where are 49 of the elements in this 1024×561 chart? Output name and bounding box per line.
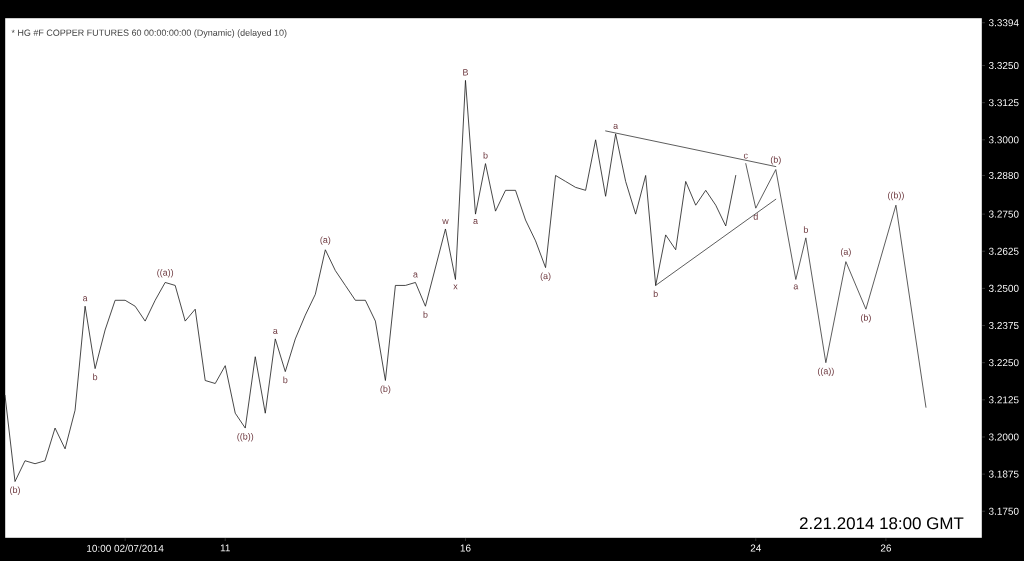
y-tick-label: 3.2250 xyxy=(988,359,1019,367)
x-tick-label: 11 xyxy=(220,544,230,552)
y-tick-label: 3.3250 xyxy=(988,62,1019,70)
data-label: (b) xyxy=(380,385,391,394)
y-tick-label: 3.3125 xyxy=(988,99,1019,107)
data-label: w xyxy=(442,219,449,224)
data-label: b xyxy=(803,226,808,233)
data-label: (a) xyxy=(540,272,551,281)
data-label: (b) xyxy=(10,486,20,495)
x-tick-label: 10:00 02/07/2014 xyxy=(87,544,164,552)
y-tick-label: 3.1875 xyxy=(988,470,1019,478)
data-label: b xyxy=(93,373,98,381)
y-tick-label: 3.2125 xyxy=(988,396,1019,404)
y-tick-label: 3.2880 xyxy=(988,171,1019,179)
data-label: x xyxy=(453,284,458,290)
x-tick-label: 24 xyxy=(750,544,762,552)
data-label: a xyxy=(413,272,418,278)
text: * HG #F COPPER FUTURES 60 00:00:00:00 (Dynamic) (delayed 10) xyxy=(11,29,287,38)
y-tick-label: 3.2500 xyxy=(988,284,1019,292)
data-label: ((b)) xyxy=(888,191,904,201)
data-label: a xyxy=(82,296,88,302)
y-tick-label: 3.3000 xyxy=(988,136,1019,144)
data-label: ((b)) xyxy=(237,433,254,442)
data-label: a xyxy=(473,219,478,225)
y-tick-label: 3.1750 xyxy=(988,507,1019,515)
data-label: d xyxy=(753,213,758,220)
data-label: (b) xyxy=(860,314,871,323)
data-label: b xyxy=(483,152,488,159)
data-label: ((a)) xyxy=(157,269,174,278)
y-tick-label: 3.3394 xyxy=(988,19,1019,27)
data-label: b xyxy=(653,290,658,297)
data-label: ((a)) xyxy=(817,367,834,377)
y-tick-label: 3.2625 xyxy=(988,247,1019,255)
data-label: (a) xyxy=(320,236,331,245)
data-label: (a) xyxy=(840,248,851,257)
data-label: a xyxy=(273,329,278,334)
data-label: a xyxy=(793,284,799,290)
data-label: b xyxy=(283,376,288,384)
data-label: B xyxy=(463,69,468,76)
y-tick-label: 3.2375 xyxy=(988,322,1019,330)
x-tick-label: 26 xyxy=(880,544,892,552)
data-label: b xyxy=(423,311,428,318)
x-tick-label: 16 xyxy=(460,544,471,552)
annotation: 2.21.2014 18:00 GMT xyxy=(799,517,964,530)
data-label: (b) xyxy=(770,156,781,165)
y-tick-label: 3.2750 xyxy=(988,210,1019,218)
data-label: a xyxy=(613,123,619,129)
data-label: c xyxy=(743,153,748,159)
y-tick-label: 3.2000 xyxy=(988,433,1019,441)
